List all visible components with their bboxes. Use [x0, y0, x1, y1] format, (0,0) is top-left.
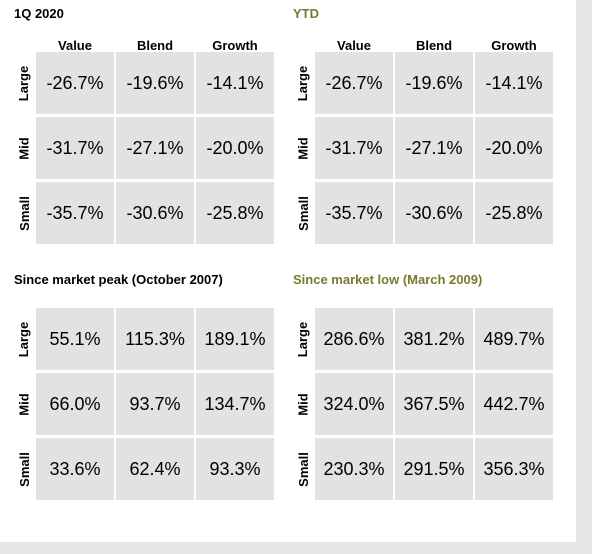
value-cell-mid-value: 324.0% — [315, 373, 393, 435]
value-cell-small-blend: -30.6% — [116, 182, 194, 244]
value-cell-small-value: -35.7% — [36, 182, 114, 244]
value-cell-mid-blend: -27.1% — [395, 117, 473, 179]
row-label-text: Small — [16, 195, 32, 231]
style-box-panel: 1Q 2020 Value Blend Growth Large -26.7% -19.6%… — [0, 0, 576, 542]
value-cell-small-value: 33.6% — [36, 438, 114, 500]
column-header-value: Value — [337, 38, 371, 53]
value-cell-large-growth: 189.1% — [196, 308, 274, 370]
value-cell-mid-blend: 93.7% — [116, 373, 194, 435]
value-cell-small-value: 230.3% — [315, 438, 393, 500]
value-cell-mid-growth: -20.0% — [475, 117, 553, 179]
row-label-text: Large — [16, 321, 32, 357]
value-cell-small-blend: 291.5% — [395, 438, 473, 500]
row-label-small: Small — [16, 438, 32, 500]
value-cell-large-growth: -14.1% — [196, 52, 274, 114]
row-label-mid: Mid — [16, 117, 32, 179]
value-cell-mid-growth: 134.7% — [196, 373, 274, 435]
row-label-mid: Mid — [295, 117, 311, 179]
table-title: 1Q 2020 — [14, 6, 64, 21]
value-cell-small-growth: -25.8% — [475, 182, 553, 244]
row-label-large: Large — [295, 308, 311, 370]
value-cell-small-growth: 93.3% — [196, 438, 274, 500]
row-label-large: Large — [16, 308, 32, 370]
row-label-text: Mid — [295, 392, 311, 416]
value-cell-large-value: -26.7% — [36, 52, 114, 114]
value-cell-large-blend: -19.6% — [395, 52, 473, 114]
row-label-text: Mid — [295, 136, 311, 160]
table-title: YTD — [293, 6, 319, 21]
row-label-small: Small — [295, 182, 311, 244]
value-cell-mid-growth: 442.7% — [475, 373, 553, 435]
row-label-large: Large — [295, 52, 311, 114]
value-cell-mid-value: 66.0% — [36, 373, 114, 435]
row-label-small: Small — [295, 438, 311, 500]
row-label-mid: Mid — [295, 373, 311, 435]
table-title: Since market low (March 2009) — [293, 272, 483, 287]
row-label-text: Small — [295, 195, 311, 231]
value-cell-large-blend: 381.2% — [395, 308, 473, 370]
value-cell-mid-growth: -20.0% — [196, 117, 274, 179]
value-cell-large-growth: -14.1% — [475, 52, 553, 114]
row-label-text: Small — [16, 451, 32, 487]
row-label-text: Large — [16, 65, 32, 101]
value-cell-large-value: 286.6% — [315, 308, 393, 370]
row-label-text: Large — [295, 65, 311, 101]
value-cell-large-blend: 115.3% — [116, 308, 194, 370]
value-cell-mid-blend: -27.1% — [116, 117, 194, 179]
value-cell-large-value: -26.7% — [315, 52, 393, 114]
value-cell-mid-value: -31.7% — [315, 117, 393, 179]
value-cell-large-value: 55.1% — [36, 308, 114, 370]
column-header-growth: Growth — [491, 38, 537, 53]
row-label-text: Large — [295, 321, 311, 357]
row-label-text: Small — [295, 451, 311, 487]
value-cell-mid-value: -31.7% — [36, 117, 114, 179]
value-cell-small-blend: -30.6% — [395, 182, 473, 244]
column-header-growth: Growth — [212, 38, 258, 53]
value-cell-large-blend: -19.6% — [116, 52, 194, 114]
column-header-blend: Blend — [136, 38, 174, 53]
row-label-large: Large — [16, 52, 32, 114]
column-header-value: Value — [58, 38, 92, 53]
row-label-small: Small — [16, 182, 32, 244]
value-cell-small-blend: 62.4% — [116, 438, 194, 500]
row-label-mid: Mid — [16, 373, 32, 435]
value-cell-large-growth: 489.7% — [475, 308, 553, 370]
value-cell-small-value: -35.7% — [315, 182, 393, 244]
value-cell-small-growth: -25.8% — [196, 182, 274, 244]
value-cell-mid-blend: 367.5% — [395, 373, 473, 435]
row-label-text: Mid — [16, 392, 32, 416]
column-header-blend: Blend — [415, 38, 453, 53]
table-title: Since market peak (October 2007) — [14, 272, 223, 287]
row-label-text: Mid — [16, 136, 32, 160]
value-cell-small-growth: 356.3% — [475, 438, 553, 500]
